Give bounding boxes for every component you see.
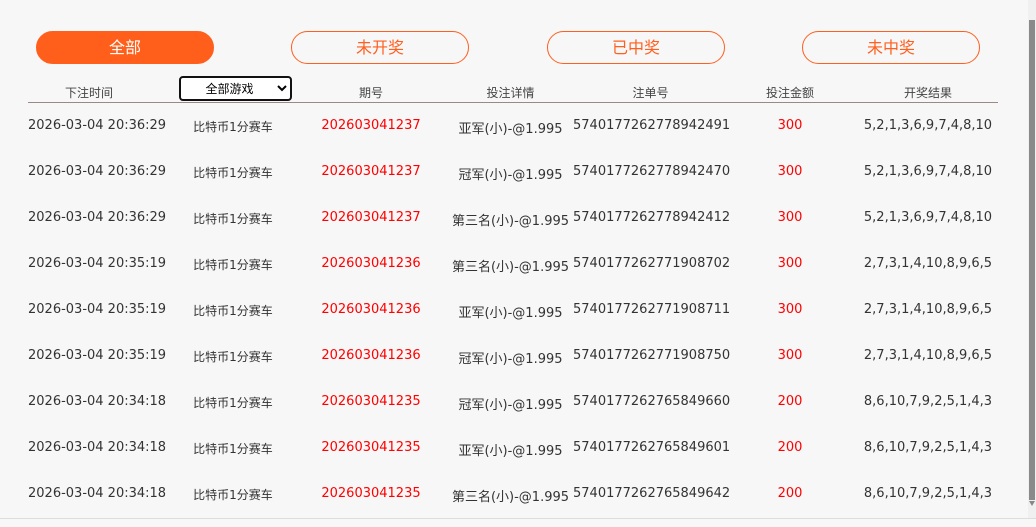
cell-amount: 300 xyxy=(777,348,803,363)
table-row[interactable]: 2026-03-04 20:34:18 比特币1分赛车 202603041235 冠军… xyxy=(28,379,998,425)
cell-time: 2026-03-04 20:36:29 xyxy=(28,164,167,179)
cell-period: 202603041237 xyxy=(321,164,421,179)
cell-period: 202603041236 xyxy=(321,256,421,271)
cell-order: 5740177262778942491 xyxy=(573,118,731,133)
cell-detail: 第三名(小)-@1.995 xyxy=(451,260,570,275)
cell-order: 5740177262778942412 xyxy=(573,210,731,225)
cell-detail: 第三名(小)-@1.995 xyxy=(451,490,570,505)
cell-amount: 300 xyxy=(777,302,803,317)
table-row[interactable]: 2026-03-04 20:34:18 比特币1分赛车 202603041235 第三… xyxy=(28,471,998,517)
cell-order: 5740177262765849642 xyxy=(573,486,731,501)
bet-list: 2026-03-04 20:36:29 比特币1分赛车 202603041237 亚军… xyxy=(28,103,998,517)
cell-time: 2026-03-04 20:35:19 xyxy=(28,256,167,271)
tab-pending[interactable]: 未开奖 xyxy=(291,31,469,64)
scroll-down-arrow-icon[interactable] xyxy=(1029,501,1035,506)
cell-period: 202603041237 xyxy=(321,210,421,225)
header-detail: 投注详情 xyxy=(486,86,535,100)
cell-period: 202603041235 xyxy=(321,394,421,409)
cell-detail: 亚军(小)-@1.995 xyxy=(458,444,563,459)
cell-result: 8,6,10,7,9,2,5,1,4,3 xyxy=(863,440,993,455)
cell-time: 2026-03-04 20:35:19 xyxy=(28,348,167,363)
table-row[interactable]: 2026-03-04 20:36:29 比特币1分赛车 202603041237 亚军… xyxy=(28,103,998,149)
header-result: 开奖结果 xyxy=(903,86,952,100)
cell-detail: 冠军(小)-@1.995 xyxy=(458,168,563,183)
cell-time: 2026-03-04 20:36:29 xyxy=(28,210,167,225)
cell-period: 202603041236 xyxy=(321,302,421,317)
cell-detail: 冠军(小)-@1.995 xyxy=(458,398,563,413)
cell-result: 5,2,1,3,6,9,7,4,8,10 xyxy=(863,118,993,133)
cell-amount: 300 xyxy=(777,118,803,133)
cell-result: 2,7,3,1,4,10,8,9,6,5 xyxy=(863,348,993,363)
cell-time: 2026-03-04 20:36:29 xyxy=(28,118,167,133)
cell-result: 8,6,10,7,9,2,5,1,4,3 xyxy=(863,394,993,409)
cell-detail: 亚军(小)-@1.995 xyxy=(458,306,563,321)
cell-amount: 200 xyxy=(777,394,803,409)
header-amount: 投注金额 xyxy=(765,86,814,100)
tab-all[interactable]: 全部 xyxy=(36,31,214,64)
cell-game: 比特币1分赛车 xyxy=(193,258,273,272)
cell-order: 5740177262765849660 xyxy=(573,394,731,409)
cell-period: 202603041237 xyxy=(321,118,421,133)
cell-game: 比特币1分赛车 xyxy=(193,166,273,180)
cell-amount: 200 xyxy=(777,486,803,501)
cell-time: 2026-03-04 20:34:18 xyxy=(28,440,167,455)
cell-game: 比特币1分赛车 xyxy=(193,488,273,502)
cell-result: 2,7,3,1,4,10,8,9,6,5 xyxy=(863,302,993,317)
tab-won[interactable]: 已中奖 xyxy=(547,31,725,64)
header-time: 下注时间 xyxy=(64,86,113,100)
cell-game: 比特币1分赛车 xyxy=(193,350,273,364)
cell-order: 5740177262771908702 xyxy=(573,256,731,271)
scrollbar-thumb[interactable] xyxy=(1029,20,1035,500)
cell-period: 202603041235 xyxy=(321,486,421,501)
table-row[interactable]: 2026-03-04 20:35:19 比特币1分赛车 202603041236 亚军… xyxy=(28,287,998,333)
cell-game: 比特币1分赛车 xyxy=(193,396,273,410)
scrollbar[interactable] xyxy=(1028,0,1036,518)
cell-detail: 冠军(小)-@1.995 xyxy=(458,352,563,367)
table-row[interactable]: 2026-03-04 20:36:29 比特币1分赛车 202603041237 第三… xyxy=(28,195,998,241)
game-select[interactable]: 全部游戏 xyxy=(179,76,292,101)
cell-order: 5740177262778942470 xyxy=(573,164,731,179)
table-row[interactable]: 2026-03-04 20:36:29 比特币1分赛车 202603041237 冠军… xyxy=(28,149,998,195)
table-row[interactable]: 2026-03-04 20:34:18 比特币1分赛车 202603041235 亚军… xyxy=(28,425,998,471)
cell-period: 202603041235 xyxy=(321,440,421,455)
cell-result: 8,6,10,7,9,2,5,1,4,3 xyxy=(863,486,993,501)
cell-order: 5740177262765849601 xyxy=(573,440,731,455)
header-order: 注单号 xyxy=(632,86,669,100)
cell-period: 202603041236 xyxy=(321,348,421,363)
cell-amount: 300 xyxy=(777,256,803,271)
cell-game: 比特币1分赛车 xyxy=(193,212,273,226)
table-row[interactable]: 2026-03-04 20:35:19 比特币1分赛车 202603041236 第三… xyxy=(28,241,998,287)
cell-game: 比特币1分赛车 xyxy=(193,120,273,134)
cell-order: 5740177262771908750 xyxy=(573,348,731,363)
divider xyxy=(0,518,1036,519)
header-period: 期号 xyxy=(358,86,383,100)
tab-lost[interactable]: 未中奖 xyxy=(802,31,980,64)
cell-result: 5,2,1,3,6,9,7,4,8,10 xyxy=(863,164,993,179)
cell-time: 2026-03-04 20:34:18 xyxy=(28,486,167,501)
cell-order: 5740177262771908711 xyxy=(573,302,731,317)
cell-amount: 300 xyxy=(777,164,803,179)
cell-amount: 200 xyxy=(777,440,803,455)
cell-game: 比特币1分赛车 xyxy=(193,442,273,456)
cell-result: 2,7,3,1,4,10,8,9,6,5 xyxy=(863,256,993,271)
cell-detail: 第三名(小)-@1.995 xyxy=(451,214,570,229)
cell-time: 2026-03-04 20:35:19 xyxy=(28,302,167,317)
cell-detail: 亚军(小)-@1.995 xyxy=(458,122,563,137)
cell-amount: 300 xyxy=(777,210,803,225)
cell-game: 比特币1分赛车 xyxy=(193,304,273,318)
cell-time: 2026-03-04 20:34:18 xyxy=(28,394,167,409)
table-header: 下注时间 全部游戏 期号 投注详情 注单号 投注金额 开奖结果 xyxy=(28,76,998,103)
table-row[interactable]: 2026-03-04 20:35:19 比特币1分赛车 202603041236 冠军… xyxy=(28,333,998,379)
cell-result: 5,2,1,3,6,9,7,4,8,10 xyxy=(863,210,993,225)
filter-tabs: 全部 未开奖 已中奖 未中奖 xyxy=(36,31,982,66)
